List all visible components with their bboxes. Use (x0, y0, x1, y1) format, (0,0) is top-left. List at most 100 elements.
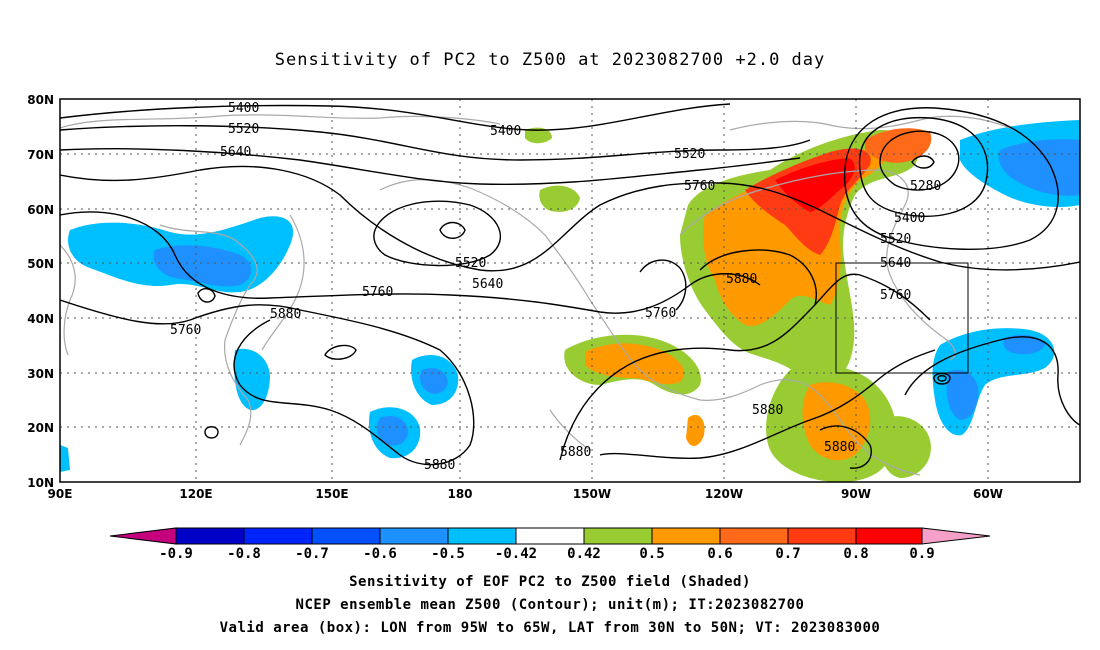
contour-label: 5760 (645, 306, 676, 321)
positive-region-caribbean (878, 416, 931, 478)
contour-low-small (911, 155, 935, 169)
contour-5520-a (60, 125, 811, 161)
contour-label: 5880 (752, 403, 783, 418)
contour-label: 5880 (424, 458, 455, 473)
contour-5640-a (60, 148, 801, 185)
lat-tick: 70N (27, 148, 54, 162)
positive-region-arctic (525, 127, 552, 144)
valid-area-box (835, 262, 969, 374)
colorbar-segment (855, 527, 923, 545)
positive-region-gulf-orange (802, 382, 871, 461)
lon-tick: 150E (315, 487, 348, 501)
lat-tick: 40N (27, 312, 54, 326)
lon-tick: 180 (447, 487, 472, 501)
lat-axis: 80N 70N 60N 50N 40N 30N 20N 10N (27, 93, 54, 490)
positive-region-baja (686, 414, 705, 446)
lon-tick: 150W (573, 487, 611, 501)
contour-label: 5520 (880, 232, 911, 247)
colorbar-arrow-left (109, 527, 177, 545)
map-frame (59, 98, 1081, 483)
contour-5520-greenland (843, 107, 1059, 250)
colorbar-segment (515, 527, 585, 545)
contour-trough-west (639, 259, 687, 311)
contour-label: 5520 (228, 122, 259, 137)
contour-label: 5400 (894, 211, 925, 226)
contour-label: 5880 (270, 307, 301, 322)
contour-ring-b (937, 375, 947, 382)
colorbar: -0.9 -0.8 -0.7 -0.6 -0.5 -0.42 0.42 0.5 … (109, 527, 991, 562)
colorbar-segment (379, 527, 449, 545)
colorbar-label: -0.6 (363, 546, 397, 562)
colorbar-label: 0.9 (909, 546, 934, 562)
contour-5880-c (599, 349, 936, 459)
colorbar-label: -0.7 (295, 546, 329, 562)
negative-region-azores (1003, 334, 1045, 355)
negative-region-pacific-mid-core (420, 368, 448, 394)
contour-5400-greenland (858, 116, 989, 217)
contour-low-small-2 (197, 288, 216, 303)
contour-label: 5880 (824, 440, 855, 455)
colorbar-segment (787, 527, 857, 545)
lon-tick: 90W (841, 487, 871, 501)
shaded-sensitivity (60, 120, 1080, 482)
contour-trough-center (699, 249, 817, 306)
contour-label: 5640 (220, 145, 251, 160)
lat-tick: 10N (27, 476, 54, 490)
contour-5880-d (819, 425, 872, 469)
contour-ring-a (933, 372, 951, 385)
contour-5880-a (60, 299, 475, 466)
colorbar-segment (243, 527, 313, 545)
chart-title: Sensitivity of PC2 to Z500 at 2023082700… (274, 50, 826, 70)
footer-contour-description: NCEP ensemble mean Z500 (Contour); unit(… (295, 597, 805, 613)
lon-tick: 120E (179, 487, 212, 501)
colorbar-label: -0.5 (431, 546, 465, 562)
lat-tick: 60N (27, 203, 54, 217)
contour-ring-c (204, 426, 219, 439)
contour-label: 5760 (880, 288, 911, 303)
contour-label: 5760 (170, 323, 201, 338)
contour-label: 5280 (910, 179, 941, 194)
contour-label: 5880 (560, 445, 591, 460)
contour-label: 5400 (228, 101, 259, 116)
contour-low-pacific (439, 221, 466, 239)
lat-tick: 80N (27, 93, 54, 107)
colorbar-label: 0.7 (775, 546, 800, 562)
negative-region-asia-core (153, 245, 252, 287)
lat-tick: 30N (27, 367, 54, 381)
contour-5880-b (559, 273, 931, 461)
colorbar-label: 0.6 (707, 546, 732, 562)
contour-5400-a (60, 103, 731, 131)
colorbar-label: -0.42 (495, 546, 537, 562)
negative-region-atlantic-core (946, 369, 979, 420)
lon-tick: 60W (973, 487, 1003, 501)
contour-low-pacific-outer (373, 200, 501, 267)
colorbar-segment (447, 527, 517, 545)
colorbar-segment (175, 527, 245, 545)
footer-shading-description: Sensitivity of EOF PC2 to Z500 field (Sh… (349, 574, 751, 590)
negative-region-west-edge (60, 445, 70, 472)
lon-axis: 90E 120E 150E 180 150W 120W 90W 60W (48, 487, 1003, 501)
colorbar-arrow-right (921, 527, 991, 545)
contour-5760-a (60, 165, 1080, 272)
colorbar-label: 0.8 (843, 546, 868, 562)
lat-tick: 20N (27, 421, 54, 435)
footer-valid-area: Valid area (box): LON from 95W to 65W, L… (219, 620, 881, 636)
contour-label: 5520 (674, 147, 705, 162)
contour-label: 5880 (726, 272, 757, 287)
contour-5280-greenland (879, 130, 960, 191)
lat-tick: 50N (27, 257, 54, 271)
colorbar-segment (311, 527, 381, 545)
lon-tick: 120W (705, 487, 743, 501)
negative-region-pacific-south-core (376, 415, 408, 446)
colorbar-label: 0.42 (567, 546, 601, 562)
contour-label: 5640 (880, 256, 911, 271)
contour-label: 5760 (362, 285, 393, 300)
contour-label: 5520 (455, 256, 486, 271)
negative-region-north-atlantic-core (998, 139, 1080, 196)
lon-tick: 90E (48, 487, 73, 501)
colorbar-label: 0.5 (639, 546, 664, 562)
contour-high-west-atl (904, 336, 1080, 426)
contour-labels: 5400 5520 5640 5400 5520 5760 5280 5400 … (170, 101, 941, 473)
contour-label: 5400 (490, 124, 521, 139)
